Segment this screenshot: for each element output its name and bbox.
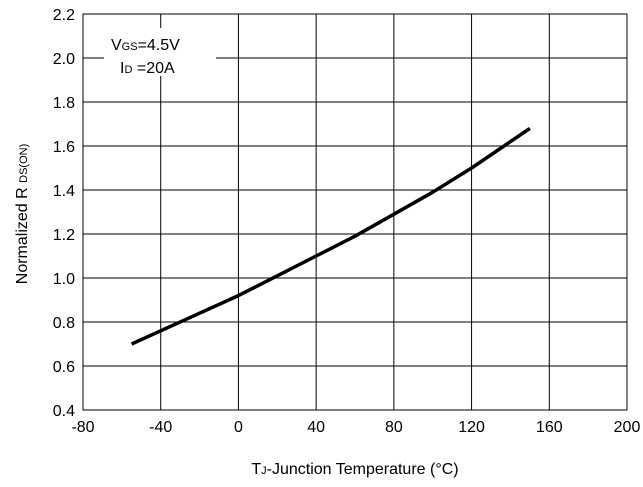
x-tick-label: 160 bbox=[536, 419, 563, 436]
x-tick-label: 120 bbox=[458, 419, 485, 436]
y-tick-label: 0.8 bbox=[53, 315, 75, 332]
y-tick-label: 2.2 bbox=[53, 7, 75, 24]
y-axis-title: Normalized R DS(ON) bbox=[14, 144, 31, 284]
y-tick-label: 0.6 bbox=[53, 359, 75, 376]
x-tick-label: 200 bbox=[614, 419, 641, 436]
legend-line-id: ID =20A bbox=[120, 60, 175, 77]
y-tick-label: 1.0 bbox=[53, 271, 75, 288]
y-tick-label: 1.8 bbox=[53, 95, 75, 112]
series-line bbox=[130, 126, 531, 346]
series-layer bbox=[130, 126, 531, 346]
y-tick-label: 1.6 bbox=[53, 139, 75, 156]
x-tick-label: -80 bbox=[71, 419, 94, 436]
x-tick-label: 80 bbox=[385, 419, 403, 436]
y-tick-labels: 0.4 0.6 0.8 1.0 1.2 1.4 1.6 1.8 2.0 2.2 bbox=[53, 7, 75, 420]
x-tick-label: -40 bbox=[149, 419, 172, 436]
y-tick-label: 0.4 bbox=[53, 403, 75, 420]
y-tick-label: 2.0 bbox=[53, 51, 75, 68]
plot-frame bbox=[82, 13, 628, 411]
legend-line-vgs: VGS=4.5V bbox=[111, 37, 180, 54]
legend: VGS=4.5V ID =20A bbox=[104, 28, 216, 77]
x-axis-title: TJ-Junction Temperature (°C) bbox=[251, 461, 458, 478]
x-tick-label: 0 bbox=[234, 419, 243, 436]
y-tick-label: 1.4 bbox=[53, 183, 75, 200]
y-tick-label: 1.2 bbox=[53, 227, 75, 244]
legend-box bbox=[104, 28, 216, 76]
grid-lines bbox=[83, 14, 627, 410]
x-tick-label: 40 bbox=[307, 419, 325, 436]
x-tick-labels: -80 -40 0 40 80 120 160 200 bbox=[71, 419, 640, 436]
